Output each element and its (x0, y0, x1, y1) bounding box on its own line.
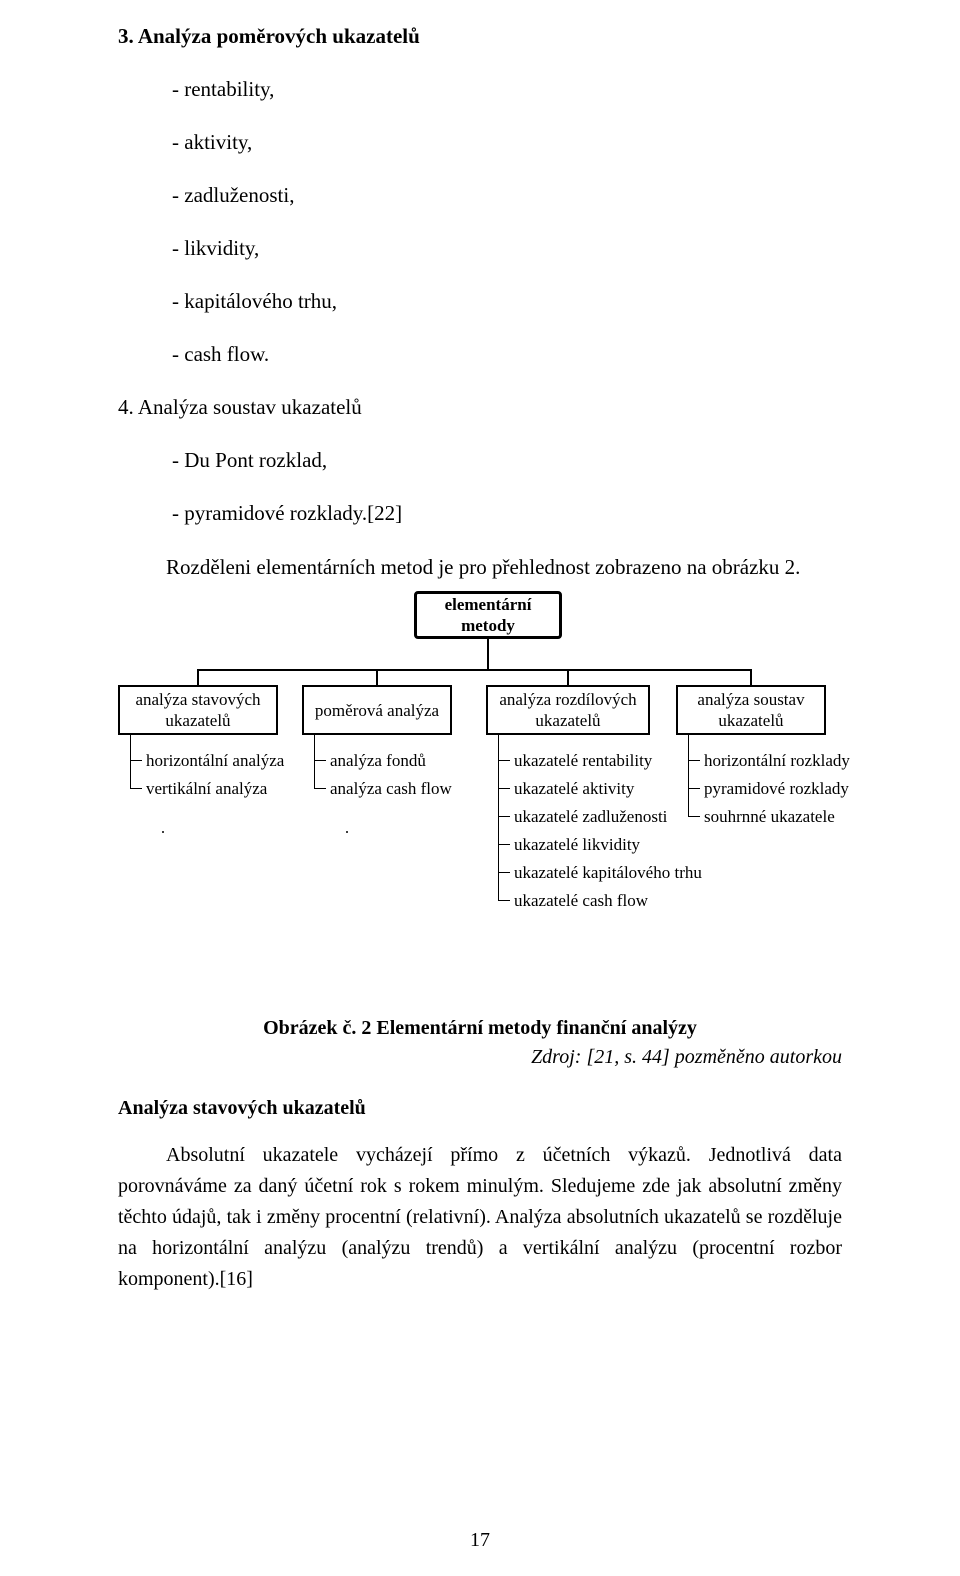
diagram-col-node: analýza soustavukazatelů (676, 685, 826, 735)
bullet-4-1: - pyramidové rozklady.[22] (172, 501, 842, 526)
diagram-sub-item: ukazatelé kapitálového trhu (514, 863, 702, 883)
connector (498, 900, 510, 901)
bullet-3-5: - cash flow. (172, 342, 842, 367)
diagram-sub-item: ukazatelé aktivity (514, 779, 634, 799)
diagram-sub-item: ukazatelé cash flow (514, 891, 648, 911)
diagram-col-node: analýza stavovýchukazatelů (118, 685, 278, 735)
bullet-3-0: - rentability, (172, 77, 842, 102)
connector (130, 760, 142, 761)
diagram-sub-item: analýza fondů (330, 751, 426, 771)
connector (688, 788, 700, 789)
connector (130, 735, 131, 788)
connector (750, 669, 752, 685)
col-line1: analýza rozdílových (499, 689, 636, 710)
diagram-sub-item: vertikální analýza (146, 779, 267, 799)
bullet-3-3: - likvidity, (172, 236, 842, 261)
connector (498, 844, 510, 845)
col-line2: ukazatelů (165, 710, 230, 731)
root-line2: metody (461, 615, 515, 636)
connector (197, 669, 199, 685)
root-line1: elementární (445, 594, 532, 615)
diagram-sub-item: ukazatelé zadluženosti (514, 807, 667, 827)
diagram-sub-item: horizontální analýza (146, 751, 284, 771)
connector (498, 872, 510, 873)
diagram-sub-item: pyramidové rozklady (704, 779, 849, 799)
connector (130, 788, 142, 789)
diagram-root-node: elementárnímetody (414, 591, 562, 639)
document-page: 3. Analýza poměrových ukazatelů - rentab… (0, 0, 960, 1576)
heading-3: 3. Analýza poměrových ukazatelů (118, 24, 842, 49)
intro-paragraph: Rozděleni elementárních metod je pro pře… (118, 554, 842, 581)
page-number: 17 (0, 1529, 960, 1552)
col-line1: poměrová analýza (315, 700, 439, 721)
col-line2: ukazatelů (718, 710, 783, 731)
diagram-sub-item: souhrnné ukazatele (704, 807, 835, 827)
diagram-sub-item: horizontální rozklady (704, 751, 850, 771)
bullet-4-0: - Du Pont rozklad, (172, 448, 842, 473)
bullet-3-2: - zadluženosti, (172, 183, 842, 208)
diagram-col-node: poměrová analýza (302, 685, 452, 735)
connector (376, 669, 378, 685)
connector (567, 669, 569, 685)
connector (498, 788, 510, 789)
col-line1: analýza stavových (135, 689, 260, 710)
dot (346, 831, 348, 833)
bullet-3-4: - kapitálového trhu, (172, 289, 842, 314)
diagram-sub-item: ukazatelé likvidity (514, 835, 640, 855)
section-heading: Analýza stavových ukazatelů (118, 1097, 842, 1120)
col-line2: ukazatelů (535, 710, 600, 731)
connector (688, 735, 689, 816)
connector (487, 639, 489, 669)
bullet-3-1: - aktivity, (172, 130, 842, 155)
tree-diagram: elementárnímetodyanalýza stavovýchukazat… (118, 591, 842, 981)
figure-source: Zdroj: [21, s. 44] pozměněno autorkou (118, 1046, 842, 1069)
dot (162, 831, 164, 833)
heading-4: 4. Analýza soustav ukazatelů (118, 395, 842, 420)
figure-caption: Obrázek č. 2 Elementární metody finanční… (118, 1017, 842, 1040)
diagram-sub-item: analýza cash flow (330, 779, 452, 799)
connector (314, 760, 326, 761)
connector (498, 760, 510, 761)
diagram-sub-item: ukazatelé rentability (514, 751, 652, 771)
diagram-col-node: analýza rozdílovýchukazatelů (486, 685, 650, 735)
connector (314, 735, 315, 788)
connector (198, 669, 751, 671)
connector (688, 760, 700, 761)
connector (314, 788, 326, 789)
col-line1: analýza soustav (697, 689, 804, 710)
body-paragraph: Absolutní ukazatele vycházejí přímo z úč… (118, 1140, 842, 1295)
connector (498, 816, 510, 817)
connector (688, 816, 700, 817)
